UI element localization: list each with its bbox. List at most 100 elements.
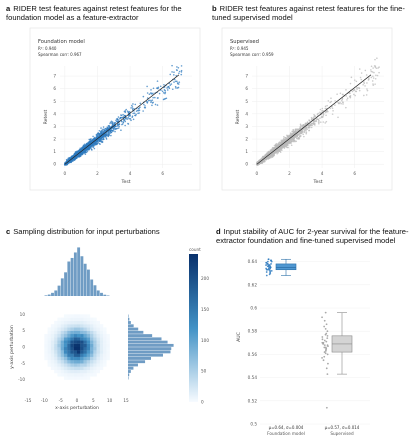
heatmap-cell xyxy=(67,356,71,361)
data-point xyxy=(126,118,129,120)
data-point xyxy=(374,58,376,61)
heatmap-cell xyxy=(60,356,65,361)
data-point xyxy=(180,65,183,67)
y-tick-label: 0.52 xyxy=(248,398,258,403)
heatmap-cell xyxy=(103,330,107,335)
data-point xyxy=(100,140,103,143)
heatmap-cell xyxy=(99,324,104,328)
heatmap-cell xyxy=(96,360,101,364)
data-point xyxy=(325,406,328,409)
data-point xyxy=(117,124,119,127)
data-point xyxy=(324,105,327,108)
colorbar-tick-label: 200 xyxy=(201,276,209,281)
heatmap-cell xyxy=(86,333,91,338)
data-point xyxy=(358,87,361,89)
heatmap-cell xyxy=(73,360,78,364)
data-point xyxy=(288,134,291,137)
data-point xyxy=(323,344,326,347)
data-point xyxy=(374,77,377,80)
heatmap-cell xyxy=(50,327,55,331)
data-point xyxy=(151,99,154,101)
heatmap-cell xyxy=(93,324,97,328)
data-point xyxy=(137,109,140,112)
data-point xyxy=(133,112,136,114)
heatmap-cell xyxy=(83,333,87,338)
data-point xyxy=(120,116,122,119)
heatmap-cell xyxy=(60,340,65,344)
heatmap-cell xyxy=(93,340,97,344)
heatmap-cell xyxy=(67,366,71,371)
data-point xyxy=(161,90,164,93)
y-tick-label: 3 xyxy=(245,124,248,129)
data-point xyxy=(331,107,334,110)
heatmap-cell xyxy=(77,337,81,341)
heatmap-cell xyxy=(60,343,65,348)
fit-line xyxy=(64,74,180,165)
data-point xyxy=(321,338,324,341)
heatmap-cell xyxy=(86,337,91,341)
heatmap-cell xyxy=(73,363,78,367)
colorbar-tick-label: 100 xyxy=(201,338,209,343)
marginal-bar-y xyxy=(128,337,162,341)
heatmap-cell xyxy=(54,320,58,325)
heatmap-cell xyxy=(70,340,74,344)
data-point xyxy=(319,117,321,119)
heatmap-cell xyxy=(83,327,87,331)
heatmap-cell xyxy=(54,330,58,335)
data-point xyxy=(156,80,159,82)
data-point xyxy=(292,128,295,131)
data-point xyxy=(142,110,144,112)
data-point xyxy=(303,123,305,126)
heatmap-cell xyxy=(96,327,101,331)
data-point xyxy=(267,258,270,261)
data-point xyxy=(120,114,123,117)
data-point xyxy=(297,136,300,139)
data-point xyxy=(96,140,99,143)
heatmap-cell xyxy=(90,353,94,357)
heatmap-cell xyxy=(73,376,78,380)
data-point xyxy=(175,87,177,89)
data-point xyxy=(154,96,156,99)
heatmap-cell xyxy=(57,340,61,344)
heatmap-cell xyxy=(73,366,78,371)
data-point xyxy=(295,137,298,140)
heatmap-cell xyxy=(96,343,101,348)
data-point xyxy=(126,110,129,112)
data-point xyxy=(337,102,340,105)
data-point xyxy=(297,138,299,140)
data-point xyxy=(290,144,293,147)
data-point xyxy=(99,139,101,141)
heatmap-cell xyxy=(54,337,58,341)
heatmap-cell xyxy=(57,343,61,348)
heatmap-cell xyxy=(57,350,61,354)
heatmap-cell xyxy=(103,333,107,338)
data-point xyxy=(330,97,332,99)
data-point xyxy=(79,153,81,156)
colorbar-tick-label: 150 xyxy=(201,307,209,312)
fit-line xyxy=(256,74,372,165)
marginal-bar-y xyxy=(128,327,139,331)
data-point xyxy=(358,89,361,92)
marginal-bar-y xyxy=(128,373,130,377)
heatmap-cell xyxy=(83,369,87,374)
heatmap-cell xyxy=(106,340,110,344)
heatmap-cell xyxy=(83,337,87,341)
heatmap-cell xyxy=(86,353,91,357)
panel-a-title-text: RIDER test features against retest featu… xyxy=(6,4,182,22)
plot-frame xyxy=(221,27,393,191)
data-point xyxy=(256,164,259,166)
panel-a-title: a RIDER test features against retest feat… xyxy=(6,4,206,22)
data-point xyxy=(163,88,166,91)
heatmap-cell xyxy=(54,324,58,328)
data-point xyxy=(170,83,173,85)
heatmap-cell xyxy=(90,356,94,361)
heatmap-cell xyxy=(73,317,78,322)
data-point xyxy=(377,67,379,69)
heatmap-cell xyxy=(77,320,81,325)
data-point xyxy=(321,316,323,319)
y-tick-label: 1 xyxy=(53,149,56,154)
panel-c-title-text: Sampling distribution for input perturba… xyxy=(13,227,160,236)
heatmap-cell xyxy=(67,353,71,357)
